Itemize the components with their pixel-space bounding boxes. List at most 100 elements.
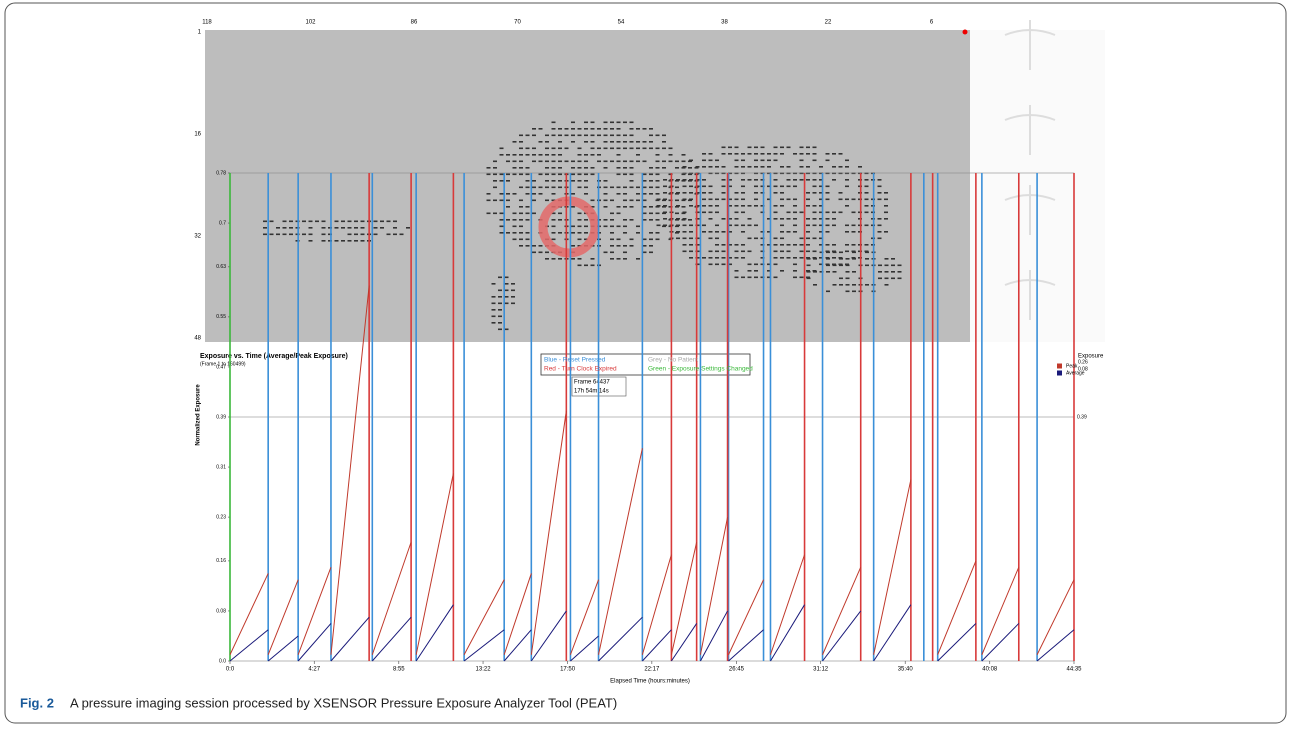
pressure-cell	[519, 245, 523, 247]
pressure-cell	[734, 276, 739, 279]
pressure-cell	[328, 240, 332, 242]
pressure-cell	[538, 154, 543, 156]
x-tick-label: 35:40	[898, 667, 914, 673]
pressure-cell	[493, 173, 497, 176]
pressure-cell	[499, 180, 504, 182]
pressure-cell	[616, 134, 621, 137]
pressure-cell	[760, 166, 765, 168]
pressure-cell	[663, 179, 667, 181]
watermarks	[1004, 20, 1056, 320]
pressure-cell	[663, 185, 667, 188]
caption-text: A pressure imaging session processed by …	[70, 695, 617, 710]
pressure-cell	[682, 218, 687, 220]
pressure-cell	[584, 264, 588, 267]
pressure-cell	[519, 186, 523, 189]
pressure-cell	[393, 233, 397, 236]
pressure-cell	[551, 225, 556, 228]
pressure-cell	[832, 211, 836, 214]
pressure-cell	[793, 205, 797, 207]
pressure-cell	[806, 258, 811, 260]
pressure-cell	[512, 173, 517, 176]
pressure-cell	[676, 218, 680, 220]
pressure-cell	[806, 192, 810, 194]
pressure-cell	[826, 271, 830, 273]
pressure-cell	[668, 186, 673, 189]
pressure-cell	[584, 180, 588, 182]
pressure-cell	[839, 284, 843, 286]
pressure-cell	[347, 227, 352, 229]
pressure-cell	[302, 233, 306, 236]
pressure-cell	[695, 263, 700, 266]
pressure-cell	[499, 173, 504, 176]
pressure-cell	[689, 224, 693, 227]
pressure-cell	[675, 167, 679, 169]
pressure-cell	[760, 257, 765, 259]
pressure-cell	[623, 141, 627, 143]
pressure-cell	[754, 153, 758, 155]
pressure-cell	[780, 231, 784, 233]
pressure-cell	[656, 198, 661, 201]
pressure-cell	[406, 227, 410, 229]
pressure-cell	[498, 296, 502, 298]
pressure-cell	[662, 141, 666, 143]
pressure-cell	[616, 258, 621, 260]
pressure-cell	[689, 244, 693, 246]
pressure-cell	[832, 257, 836, 259]
pressure-cell	[341, 220, 345, 223]
pressure-cell	[603, 134, 608, 137]
pressure-cell	[668, 160, 673, 163]
pressure-cell	[689, 159, 693, 162]
pressure-cell	[702, 159, 706, 162]
pressure-cell	[597, 154, 601, 156]
pressure-cell	[577, 134, 582, 137]
pressure-cell	[584, 238, 588, 241]
pressure-cell	[282, 220, 287, 223]
pressure-cell	[519, 212, 523, 215]
pressure-cell	[663, 211, 667, 214]
pressure-cell	[780, 153, 784, 155]
pressure-cell	[688, 173, 692, 176]
pressure-cell	[603, 167, 608, 169]
pressure-cell	[747, 218, 752, 220]
pressure-cell	[721, 257, 726, 259]
pressure-cell	[728, 153, 732, 155]
x-axis-label: Elapsed Time (hours:minutes)	[610, 679, 690, 685]
x-tick-label: 31:12	[813, 667, 829, 673]
pressure-cell	[577, 232, 582, 234]
pressure-cell	[760, 185, 765, 188]
pressure-cell	[865, 251, 869, 254]
pressure-cell	[819, 166, 823, 168]
event-legend-item: Blue - Reset Pressed	[544, 357, 606, 364]
pressure-cell	[577, 180, 582, 182]
pressure-cell	[629, 199, 634, 202]
pressure-cell	[773, 153, 778, 155]
pressure-cell	[545, 258, 549, 260]
pressure-cell	[767, 153, 771, 155]
pressure-cell	[629, 206, 634, 208]
pressure-cell	[642, 180, 647, 182]
pressure-cell	[623, 147, 627, 150]
pressure-cell	[399, 233, 404, 236]
pressure-cell	[675, 180, 679, 182]
pressure-cell	[780, 250, 784, 253]
pressure-cell	[571, 258, 575, 260]
pressure-cell	[682, 244, 687, 246]
pressure-cell	[525, 238, 530, 241]
pressure-cell	[728, 224, 732, 227]
pressure-cell	[584, 141, 588, 143]
pressure-cell	[702, 192, 706, 194]
pressure-cell	[571, 225, 575, 228]
pressure-cell	[741, 250, 745, 253]
pressure-cell	[780, 237, 784, 240]
pressure-cell	[845, 250, 849, 253]
pressure-cell	[532, 128, 536, 130]
pressure-cell	[525, 245, 530, 247]
pressure-cell	[747, 179, 752, 181]
pressure-cell	[545, 160, 549, 163]
pressure-cell	[538, 186, 543, 189]
pressure-cell	[551, 128, 556, 130]
pressure-cell	[590, 173, 595, 176]
pressure-cell	[584, 134, 588, 137]
pressure-cell	[838, 211, 843, 214]
pressure-cell	[877, 179, 882, 181]
